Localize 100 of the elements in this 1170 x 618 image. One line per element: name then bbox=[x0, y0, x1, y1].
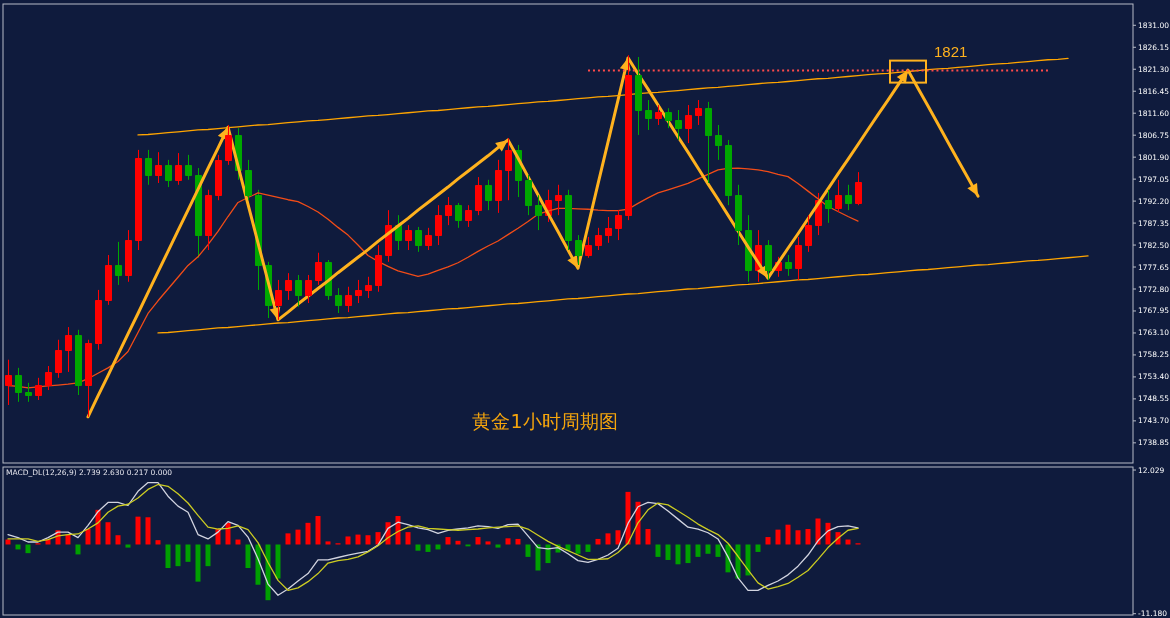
candlestick bbox=[495, 159, 502, 214]
bar bbox=[575, 544, 581, 554]
bar bbox=[625, 491, 631, 545]
candlestick bbox=[85, 339, 92, 418]
candlestick bbox=[145, 149, 152, 186]
bar bbox=[145, 517, 151, 545]
candlestick bbox=[345, 286, 352, 313]
bar bbox=[815, 518, 821, 545]
candlestick bbox=[245, 159, 252, 201]
bar bbox=[365, 535, 371, 545]
candlestick bbox=[485, 179, 492, 211]
bar bbox=[205, 544, 211, 567]
candlestick bbox=[425, 227, 432, 251]
candlestick bbox=[65, 326, 72, 373]
bar bbox=[65, 534, 71, 545]
bar bbox=[475, 537, 481, 545]
bar bbox=[115, 535, 121, 545]
bar bbox=[195, 544, 201, 582]
candlestick bbox=[135, 149, 142, 251]
bar bbox=[825, 522, 831, 545]
candlestick bbox=[635, 56, 642, 136]
candlestick bbox=[275, 279, 282, 321]
candlestick bbox=[395, 214, 402, 251]
candlestick bbox=[75, 329, 82, 396]
candlestick bbox=[695, 99, 702, 126]
bar bbox=[415, 544, 421, 551]
annotation: 1821 bbox=[934, 42, 968, 60]
bar bbox=[25, 544, 31, 554]
candlestick bbox=[575, 234, 582, 266]
bar bbox=[695, 544, 701, 557]
bar bbox=[745, 544, 751, 576]
candlestick bbox=[45, 365, 52, 391]
candlestick bbox=[795, 236, 802, 281]
bar bbox=[15, 544, 21, 550]
candlestick bbox=[55, 339, 62, 379]
text: 黄金1小时周期图 bbox=[472, 410, 618, 432]
bar bbox=[285, 533, 291, 545]
candlestick bbox=[565, 189, 572, 251]
bar bbox=[345, 536, 351, 545]
candlestick bbox=[15, 367, 22, 403]
candlestick bbox=[225, 124, 232, 166]
candlestick bbox=[215, 154, 222, 201]
candlestick bbox=[655, 104, 662, 126]
bar bbox=[705, 544, 711, 554]
bar bbox=[225, 522, 231, 545]
candlestick bbox=[175, 152, 182, 186]
bar bbox=[585, 544, 591, 552]
candlestick bbox=[365, 276, 372, 299]
candlestick bbox=[535, 194, 542, 231]
candlestick bbox=[805, 214, 812, 253]
candlestick bbox=[585, 236, 592, 259]
bar bbox=[295, 529, 301, 545]
bar bbox=[435, 544, 441, 550]
candlestick bbox=[555, 184, 562, 216]
candlestick bbox=[455, 202, 462, 229]
candlestick bbox=[525, 174, 532, 216]
bar bbox=[505, 538, 511, 545]
bar bbox=[125, 544, 131, 548]
candlestick bbox=[845, 184, 852, 211]
bar bbox=[525, 544, 531, 557]
candlestick bbox=[5, 359, 12, 406]
candlestick bbox=[295, 274, 302, 308]
candlestick bbox=[355, 279, 362, 304]
bar bbox=[485, 541, 491, 545]
bar bbox=[425, 544, 431, 552]
bar bbox=[185, 544, 191, 562]
bar bbox=[305, 522, 311, 545]
bar bbox=[785, 524, 791, 545]
candlestick bbox=[185, 154, 192, 181]
candlestick bbox=[115, 241, 122, 286]
candlestick bbox=[155, 151, 162, 184]
bar bbox=[85, 529, 91, 545]
candlestick bbox=[335, 287, 342, 314]
bar bbox=[325, 541, 331, 545]
bar bbox=[105, 522, 111, 545]
bar bbox=[645, 529, 651, 545]
candlestick bbox=[615, 209, 622, 241]
candlestick bbox=[95, 289, 102, 351]
candlestick bbox=[205, 189, 212, 251]
candlestick bbox=[835, 179, 842, 213]
bar bbox=[155, 540, 161, 545]
candlestick bbox=[765, 239, 772, 281]
bar bbox=[495, 544, 501, 548]
bar bbox=[805, 529, 811, 545]
candlestick bbox=[735, 184, 742, 246]
candlestick bbox=[445, 196, 452, 226]
bar bbox=[795, 530, 801, 545]
bar bbox=[665, 544, 671, 560]
bar bbox=[135, 516, 141, 545]
bar bbox=[165, 544, 171, 569]
candlestick bbox=[405, 224, 412, 251]
line-series bbox=[157, 255, 1089, 334]
bar bbox=[315, 516, 321, 545]
candlestick bbox=[35, 377, 42, 401]
bar bbox=[265, 544, 271, 601]
candlestick bbox=[825, 189, 832, 224]
bar bbox=[535, 544, 541, 571]
bar bbox=[545, 544, 551, 564]
bar bbox=[445, 537, 451, 545]
bar bbox=[405, 532, 411, 545]
